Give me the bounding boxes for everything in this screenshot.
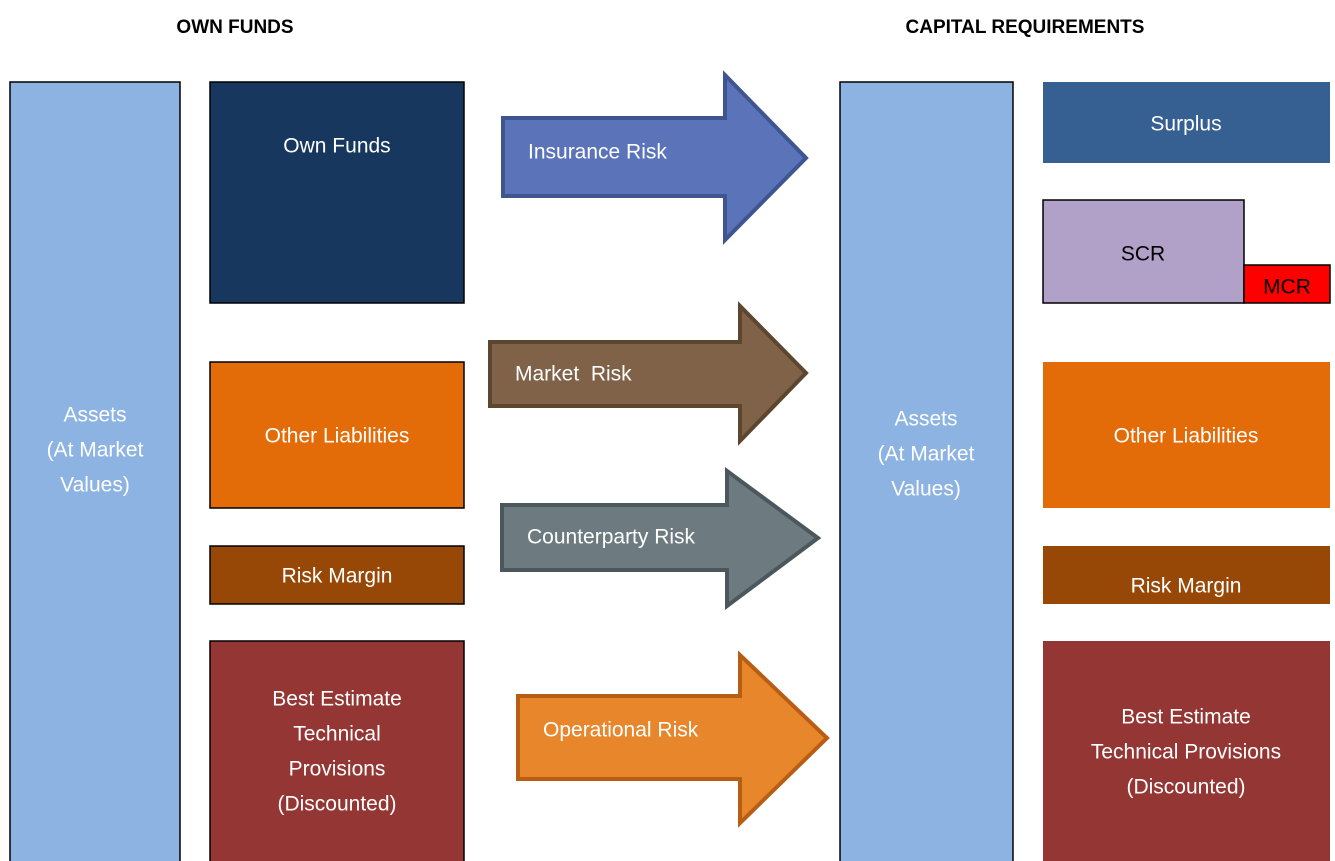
liabilities-box bbox=[1043, 362, 1330, 508]
label: Values) bbox=[891, 478, 961, 501]
label: MCR bbox=[1263, 276, 1311, 299]
label: Assets bbox=[63, 404, 126, 427]
heading: OWN FUNDS bbox=[176, 17, 293, 38]
label: Risk Margin bbox=[1131, 575, 1242, 598]
label: Surplus bbox=[1150, 113, 1221, 136]
arrow bbox=[501, 70, 809, 245]
surplus-box bbox=[1043, 82, 1330, 163]
label: Own Funds bbox=[283, 135, 390, 158]
label: Other Liabilities bbox=[265, 425, 410, 448]
label: Insurance Risk bbox=[528, 141, 667, 164]
arrow bbox=[500, 467, 822, 610]
label: Assets bbox=[894, 408, 957, 431]
liabilities-box bbox=[209, 361, 465, 509]
arrow bbox=[488, 301, 809, 446]
label: Risk Margin bbox=[282, 565, 393, 588]
best-estimate-box bbox=[209, 640, 465, 861]
label: SCR bbox=[1121, 243, 1165, 266]
label: Values) bbox=[60, 474, 130, 497]
label: Provisions bbox=[289, 758, 386, 781]
label: Technical bbox=[293, 723, 381, 746]
assets-box bbox=[9, 81, 181, 861]
scr-box bbox=[1042, 199, 1245, 304]
label: Technical Provisions bbox=[1091, 741, 1281, 764]
best-estimate-box bbox=[1043, 641, 1330, 861]
mcr-box bbox=[1243, 264, 1331, 304]
label: Best Estimate bbox=[272, 688, 402, 711]
label: (Discounted) bbox=[1126, 776, 1245, 799]
label: (At Market bbox=[47, 439, 144, 462]
label: Best Estimate bbox=[1121, 706, 1251, 729]
risk-margin-box bbox=[1043, 546, 1330, 604]
label: (At Market bbox=[878, 443, 975, 466]
label: Market Risk bbox=[515, 363, 632, 386]
label: Other Liabilities bbox=[1114, 425, 1259, 448]
risk-margin-box bbox=[209, 545, 465, 605]
own-funds-box bbox=[209, 81, 465, 304]
arrow bbox=[516, 650, 830, 828]
assets-box bbox=[839, 81, 1014, 861]
heading: CAPITAL REQUIREMENTS bbox=[906, 17, 1145, 38]
label: Operational Risk bbox=[543, 719, 699, 742]
label: Counterparty Risk bbox=[527, 526, 696, 549]
label: (Discounted) bbox=[277, 793, 396, 816]
